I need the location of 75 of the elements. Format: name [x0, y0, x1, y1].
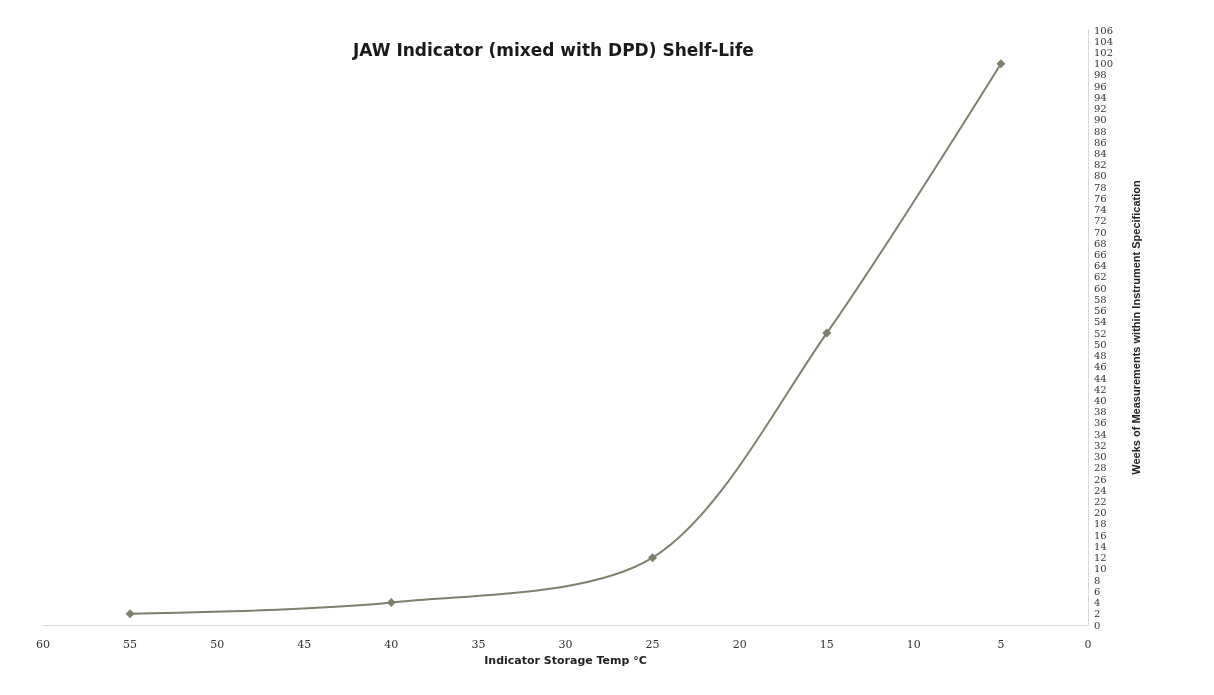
y-tick-label: 92 [1094, 103, 1107, 115]
y-tick-label: 70 [1094, 226, 1107, 238]
y-tick-label: 98 [1094, 69, 1107, 81]
y-tick-label: 86 [1094, 136, 1107, 148]
y-tick-label: 48 [1094, 350, 1107, 362]
x-tick-label: 55 [123, 638, 138, 651]
x-tick-label: 15 [819, 638, 834, 651]
y-tick-label: 88 [1094, 125, 1107, 137]
y-tick-label: 68 [1094, 237, 1107, 249]
y-tick-label: 76 [1094, 192, 1107, 204]
x-axis-title: Indicator Storage Temp °C [484, 654, 647, 667]
point [648, 553, 658, 563]
y-tick-label: 60 [1094, 282, 1107, 294]
y-tick-label: 34 [1094, 428, 1107, 440]
y-tick-label: 36 [1094, 417, 1107, 429]
x-tick-label: 50 [210, 638, 225, 651]
x-tick-label: 60 [36, 638, 50, 651]
y-tick-label: 44 [1094, 372, 1107, 384]
y-tick-label: 16 [1094, 529, 1107, 541]
y-tick-label: 74 [1094, 204, 1107, 216]
y-tick-label: 102 [1094, 46, 1114, 58]
y-tick-label: 84 [1094, 147, 1107, 159]
y-tick-label: 80 [1094, 170, 1107, 182]
x-tick-label: 40 [384, 638, 399, 651]
y-tick-label: 54 [1094, 316, 1107, 328]
y-tick-label: 40 [1094, 394, 1107, 406]
y-tick-label: 58 [1094, 293, 1107, 305]
x-tick-label: 30 [558, 638, 573, 651]
y-tick-label: 94 [1094, 91, 1107, 103]
point [125, 609, 135, 619]
y-tick-label: 46 [1094, 361, 1107, 373]
y-tick-label: 26 [1094, 473, 1107, 485]
y-tick-label: 78 [1094, 181, 1107, 193]
y-tick-label: 90 [1094, 114, 1107, 126]
x-tick-label: 0 [1084, 638, 1092, 651]
y-tick-label: 72 [1094, 215, 1107, 227]
y-axis-title: Weeks of Measurements within Instrument Specification [1129, 180, 1142, 475]
text: JAW Indicator (mixed with DPD) Shelf-Life [352, 39, 754, 60]
y-tick-label: 50 [1094, 338, 1107, 350]
y-tick-label: 104 [1094, 35, 1114, 47]
point [822, 328, 832, 338]
point [996, 59, 1006, 69]
point [386, 598, 396, 608]
x-tick-label: 10 [906, 638, 921, 651]
x-tick-label: 20 [732, 638, 747, 651]
y-tick-label: 2 [1094, 608, 1101, 620]
x-tick-label: 25 [645, 638, 660, 651]
y-tick-label: 24 [1094, 484, 1107, 496]
y-tick-label: 28 [1094, 462, 1107, 474]
y-tick-label: 82 [1094, 159, 1107, 171]
y-tick-label: 14 [1094, 540, 1107, 552]
y-tick-label: 100 [1094, 58, 1114, 70]
y-tick-label: 42 [1094, 383, 1107, 395]
y-tick-label: 10 [1094, 563, 1107, 575]
y-tick-label: 0 [1094, 619, 1101, 631]
y-tick-label: 4 [1094, 597, 1101, 609]
y-tick-label: 62 [1094, 271, 1107, 283]
y-tick-label: 56 [1094, 305, 1107, 317]
y-tick-label: 96 [1094, 80, 1107, 92]
y-tick-label: 38 [1094, 406, 1107, 418]
y-tick-label: 64 [1094, 260, 1107, 272]
y-tick-label: 22 [1094, 496, 1107, 508]
y-tick-label: 6 [1094, 585, 1101, 597]
x-tick-label: 45 [297, 638, 312, 651]
y-tick-label: 106 [1094, 24, 1114, 36]
x-tick-label: 5 [997, 638, 1005, 651]
y-tick-label: 12 [1094, 552, 1107, 564]
y-tick-label: 52 [1094, 327, 1107, 339]
y-tick-label: 20 [1094, 507, 1107, 519]
y-tick-label: 32 [1094, 439, 1107, 451]
y-tick-label: 8 [1094, 574, 1101, 586]
y-tick-label: 30 [1094, 451, 1107, 463]
y-tick-label: 66 [1094, 249, 1107, 261]
y-tick-label: 18 [1094, 518, 1107, 530]
x-tick-label: 35 [471, 638, 486, 651]
